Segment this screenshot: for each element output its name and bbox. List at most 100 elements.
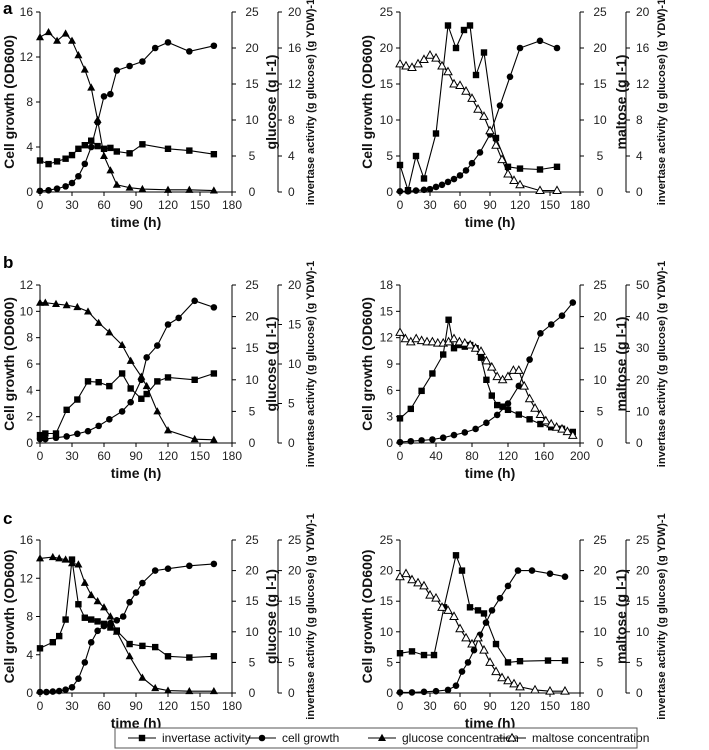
square-point xyxy=(139,642,146,650)
x-axis-label: time (h) xyxy=(111,214,162,230)
open-triangle-point xyxy=(535,409,546,419)
square-point xyxy=(516,657,524,665)
triangle-point xyxy=(164,686,172,694)
y2-tick-label: 5 xyxy=(249,655,256,669)
y3-tick-label: 8 xyxy=(636,113,643,127)
y-tick-label: 15 xyxy=(380,594,394,608)
y3-tick-label: 30 xyxy=(636,341,650,355)
y2-tick-label: 0 xyxy=(249,436,256,450)
y-tick-label: 10 xyxy=(20,304,34,318)
y3-tick-label: 0 xyxy=(636,436,643,450)
square-point xyxy=(95,378,102,386)
open-triangle-point xyxy=(395,58,405,68)
triangle-point xyxy=(209,435,218,443)
open-triangle-point xyxy=(459,337,470,347)
circle-point xyxy=(63,433,70,440)
circle-point xyxy=(139,58,146,65)
square-point xyxy=(107,624,114,631)
series-maltose-concentration xyxy=(395,568,570,695)
open-triangle-point xyxy=(479,111,489,120)
square-point xyxy=(63,406,70,414)
y3-tick-label: 4 xyxy=(288,149,295,163)
legend-label: maltose concentration xyxy=(532,731,649,745)
open-triangle-point xyxy=(455,80,465,89)
square-point xyxy=(45,160,52,168)
x-tick-label: 120 xyxy=(158,198,178,212)
y3-tick-label: 0 xyxy=(636,185,643,199)
y3-tick-label: 20 xyxy=(636,373,650,387)
x-tick-label: 90 xyxy=(129,699,143,713)
y2-tick-label: 0 xyxy=(597,686,604,700)
triangle-point xyxy=(87,83,96,91)
open-triangle-point xyxy=(411,333,422,343)
y2-tick-label: 5 xyxy=(597,404,604,418)
y3-tick-label: 16 xyxy=(288,41,302,55)
circle-point xyxy=(132,589,140,596)
square-point xyxy=(544,657,552,664)
open-triangle-point xyxy=(551,421,562,431)
y2-tick-label: 10 xyxy=(593,113,607,127)
series-line xyxy=(399,319,573,433)
open-triangle-point xyxy=(467,93,477,102)
square-point xyxy=(432,130,440,137)
y3-tick-label: 15 xyxy=(288,318,302,332)
square-point xyxy=(396,415,404,422)
y3-tick-label: 25 xyxy=(288,533,302,547)
circle-point xyxy=(87,143,95,151)
x-tick-label: 150 xyxy=(190,198,210,212)
open-triangle-point xyxy=(401,60,411,70)
open-triangle-point xyxy=(470,342,481,352)
circle-point xyxy=(106,416,113,423)
triangle-point xyxy=(137,372,146,380)
y-tick-label: 5 xyxy=(386,655,393,669)
circle-point xyxy=(432,687,440,695)
y3-axis-label: invertase activity (g glucose) (g YDW)-1 xyxy=(656,261,668,467)
circle-point xyxy=(418,437,425,444)
triangle-point xyxy=(112,180,121,188)
y3-tick-label: 0 xyxy=(288,185,295,199)
y3-tick-label: 20 xyxy=(288,564,302,578)
triangle-point xyxy=(80,578,89,586)
circle-point xyxy=(95,422,102,430)
series-cell-growth xyxy=(36,297,218,443)
x-tick-label: 60 xyxy=(453,699,467,713)
x-tick-label: 30 xyxy=(65,699,79,713)
circle-point xyxy=(496,594,504,602)
square-point xyxy=(396,650,404,657)
square-point xyxy=(94,142,101,150)
y3-tick-label: 5 xyxy=(288,655,295,669)
circle-point xyxy=(396,689,404,696)
triangle-point xyxy=(62,301,71,309)
circle-point xyxy=(100,622,108,630)
x-tick-label: 0 xyxy=(37,449,44,463)
y-axis-label: Cell growth (OD600) xyxy=(1,35,17,169)
triangle-point xyxy=(74,51,83,59)
open-triangle-point xyxy=(465,339,476,349)
circle-point xyxy=(537,329,544,337)
y2-tick-label: 0 xyxy=(249,185,256,199)
y3-tick-label: 8 xyxy=(288,113,295,127)
y-tick-label: 3 xyxy=(386,410,393,424)
series-invertase-activity xyxy=(396,22,561,194)
circle-point xyxy=(210,42,218,50)
x-tick-label: 180 xyxy=(570,699,590,713)
square-point xyxy=(480,610,488,617)
square-point xyxy=(88,137,95,144)
square-point xyxy=(52,430,60,437)
open-triangle-point xyxy=(491,139,501,149)
y3-axis-label: invertase activity (g glucose) (g YDW)-1 xyxy=(305,513,317,719)
circle-point xyxy=(412,187,420,194)
circle-point xyxy=(468,159,476,167)
legend-item: cell growth xyxy=(248,731,339,745)
circle-point xyxy=(450,431,458,439)
circle-point xyxy=(483,419,490,427)
square-point xyxy=(62,155,69,162)
circle-point xyxy=(36,187,44,195)
circle-point xyxy=(408,689,416,696)
triangle-point xyxy=(73,302,82,311)
legend-label: cell growth xyxy=(282,731,339,745)
circle-point xyxy=(143,354,150,361)
series-invertase-activity xyxy=(36,137,218,168)
legend-marker xyxy=(258,734,266,742)
series-line xyxy=(40,563,214,693)
